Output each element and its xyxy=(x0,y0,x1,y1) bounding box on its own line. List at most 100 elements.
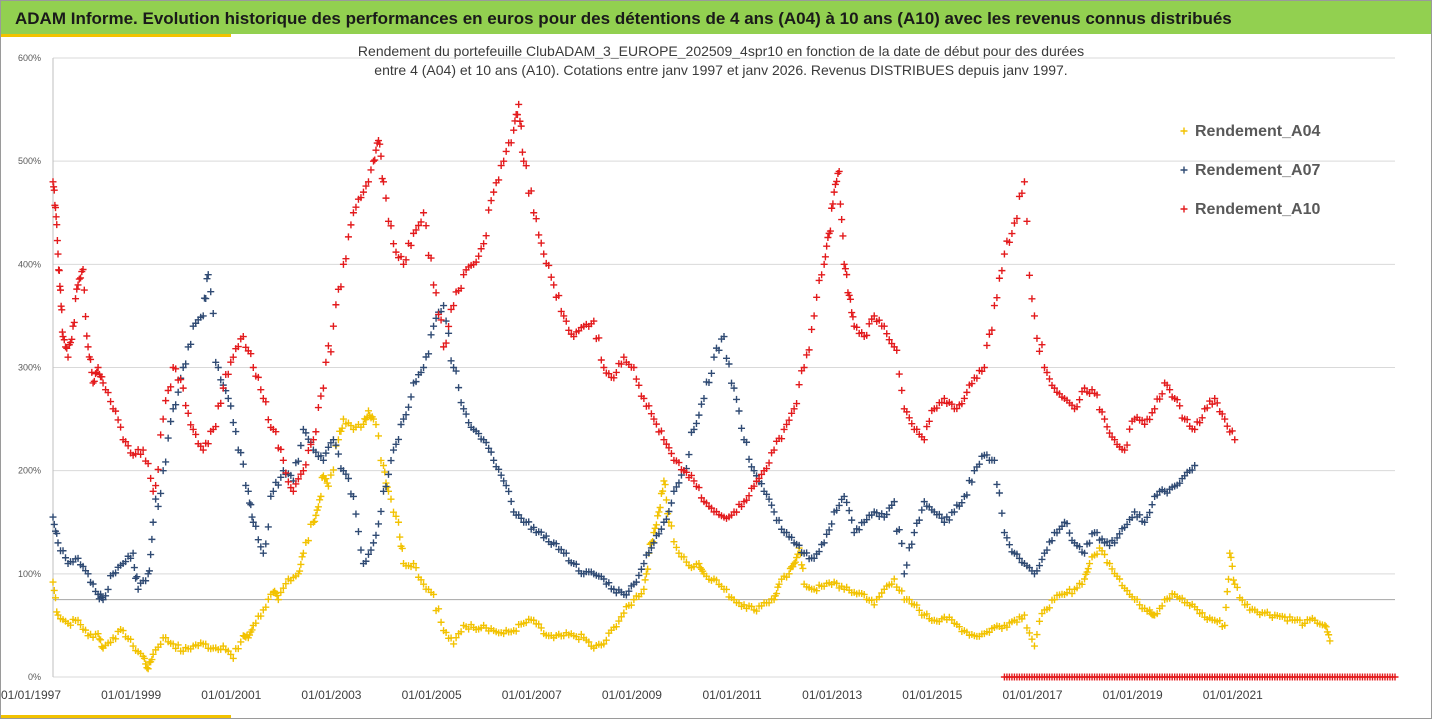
data-point xyxy=(167,383,175,391)
data-point xyxy=(562,317,570,325)
data-point xyxy=(75,275,83,283)
data-point xyxy=(1325,631,1333,639)
data-point xyxy=(920,436,928,444)
data-point xyxy=(1221,415,1229,423)
data-point xyxy=(287,484,295,492)
series-Rendement_A07 xyxy=(49,271,1199,604)
data-point xyxy=(870,312,878,320)
data-point xyxy=(475,252,483,260)
data-point xyxy=(377,152,385,160)
data-point xyxy=(237,449,245,457)
data-point xyxy=(257,386,265,394)
data-point xyxy=(312,428,320,436)
data-point xyxy=(359,420,367,428)
data-point xyxy=(374,137,382,145)
data-point xyxy=(130,564,138,572)
data-point xyxy=(910,529,918,537)
data-point xyxy=(602,636,610,644)
data-point xyxy=(1106,429,1114,437)
data-point xyxy=(162,397,170,405)
data-point xyxy=(570,333,578,341)
data-point xyxy=(1223,588,1231,596)
data-point xyxy=(898,540,906,548)
data-point xyxy=(87,355,95,363)
data-point xyxy=(50,186,58,194)
data-point xyxy=(203,275,211,283)
legend-label: Rendement_A07 xyxy=(1195,162,1320,179)
data-point xyxy=(905,414,913,422)
data-point xyxy=(204,440,212,448)
data-point xyxy=(1225,575,1232,583)
data-point xyxy=(159,415,167,423)
data-point xyxy=(55,266,63,274)
data-point xyxy=(89,379,97,387)
data-point xyxy=(712,576,720,584)
data-point xyxy=(740,601,748,609)
data-point xyxy=(497,471,505,479)
data-point xyxy=(913,425,921,433)
data-point xyxy=(1301,619,1309,627)
data-point xyxy=(327,471,335,479)
data-point xyxy=(1296,616,1304,624)
data-point xyxy=(219,384,227,392)
data-point xyxy=(62,554,70,562)
data-point xyxy=(432,289,440,297)
data-point xyxy=(334,450,342,458)
data-point xyxy=(422,222,430,230)
data-point xyxy=(1198,609,1206,617)
data-point xyxy=(823,242,831,250)
data-point xyxy=(630,596,638,604)
data-point xyxy=(632,375,640,383)
data-point xyxy=(908,540,916,548)
data-point xyxy=(242,343,250,351)
data-point xyxy=(314,503,322,511)
data-point xyxy=(152,482,160,490)
data-point xyxy=(774,583,782,591)
data-point xyxy=(898,587,906,595)
data-point xyxy=(298,553,306,561)
data-point xyxy=(445,329,453,337)
legend: Rendement_A04 Rendement_A07 Rendement_A10 xyxy=(1180,123,1320,218)
data-point xyxy=(820,539,828,547)
data-point xyxy=(202,295,210,303)
data-point xyxy=(846,295,854,303)
data-point xyxy=(344,233,352,241)
data-point xyxy=(1226,549,1234,557)
data-point xyxy=(257,543,265,551)
data-point xyxy=(863,331,871,339)
data-point xyxy=(647,410,655,418)
data-point xyxy=(510,126,518,134)
data-point xyxy=(339,415,347,423)
data-point xyxy=(273,592,281,600)
data-point xyxy=(369,415,377,423)
data-point xyxy=(905,544,913,552)
data-point xyxy=(1153,491,1161,499)
data-point xyxy=(640,394,648,402)
x-tick-label: 01/01/2007 xyxy=(502,688,562,702)
data-point xyxy=(933,404,941,412)
data-point xyxy=(282,469,290,477)
data-point xyxy=(435,310,443,318)
series-Rendement_A10 xyxy=(49,100,1239,522)
data-point xyxy=(154,502,162,510)
data-point xyxy=(1073,584,1081,592)
data-point xyxy=(142,577,150,585)
data-point xyxy=(129,642,137,650)
data-point xyxy=(379,487,387,495)
data-point xyxy=(182,402,190,410)
data-point xyxy=(513,111,521,119)
data-point xyxy=(387,495,395,503)
data-point xyxy=(833,506,841,514)
data-point xyxy=(645,402,653,410)
data-point xyxy=(354,528,362,536)
data-point xyxy=(435,605,443,613)
data-point xyxy=(157,489,165,497)
data-point xyxy=(53,608,61,616)
data-point xyxy=(80,286,88,294)
data-point xyxy=(376,140,384,148)
data-point xyxy=(743,438,751,446)
data-point xyxy=(379,178,387,186)
data-point xyxy=(269,487,277,495)
data-point xyxy=(317,392,325,400)
data-point xyxy=(148,535,156,543)
